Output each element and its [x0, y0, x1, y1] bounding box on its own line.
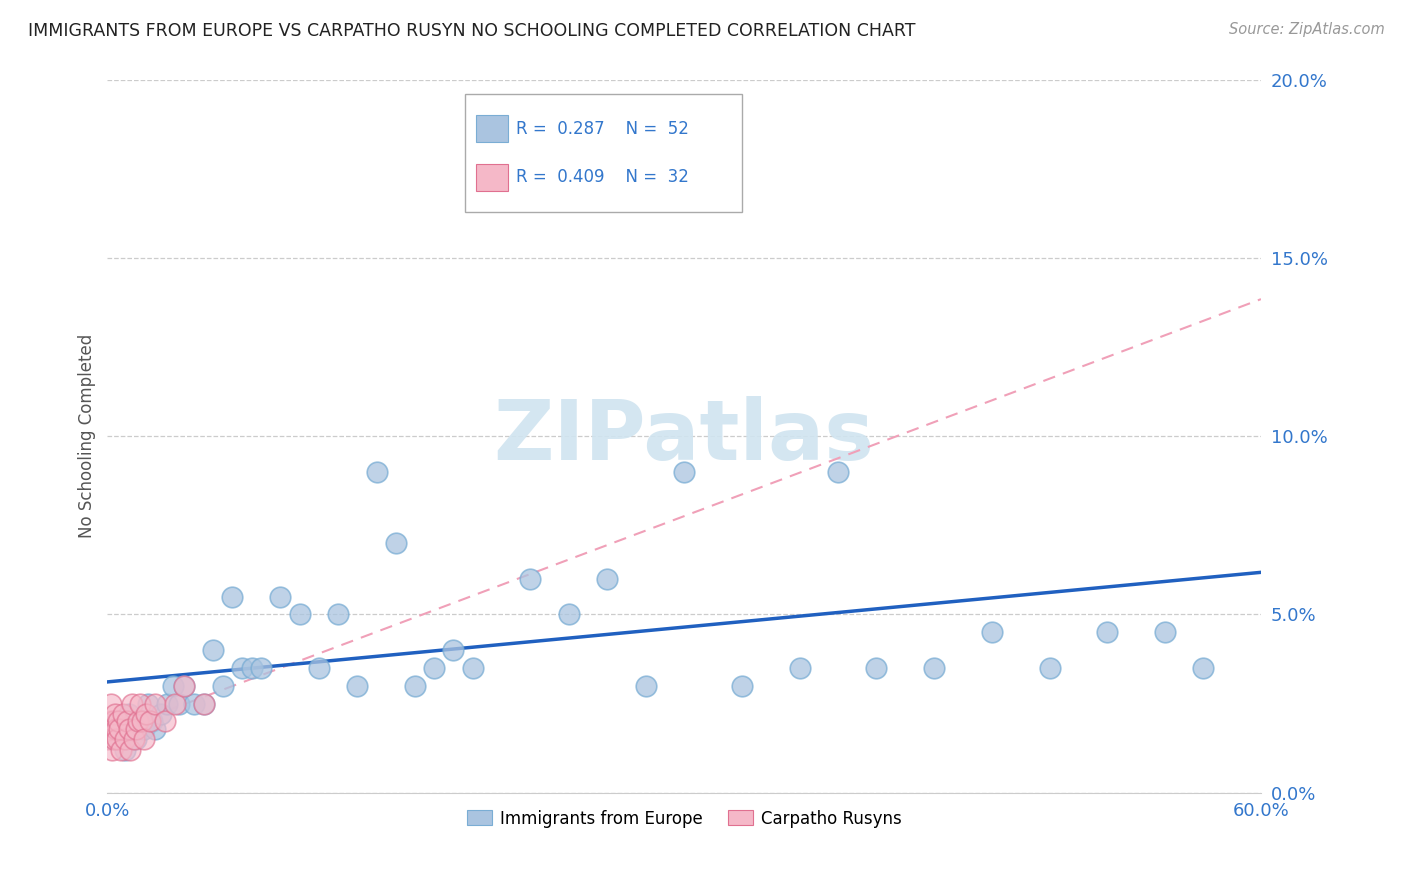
Text: R =  0.409    N =  32: R = 0.409 N = 32 — [516, 169, 689, 186]
Point — [1038, 661, 1060, 675]
Text: Source: ZipAtlas.com: Source: ZipAtlas.com — [1229, 22, 1385, 37]
Point — [731, 679, 754, 693]
Point — [98, 714, 121, 729]
Point — [136, 697, 159, 711]
Point — [100, 697, 122, 711]
Point — [105, 732, 128, 747]
Point — [173, 679, 195, 693]
Point — [129, 714, 152, 729]
Point — [404, 679, 426, 693]
Point — [423, 661, 446, 675]
FancyBboxPatch shape — [465, 95, 742, 211]
Point — [384, 536, 406, 550]
Point — [156, 697, 179, 711]
FancyBboxPatch shape — [477, 115, 508, 143]
Point — [145, 722, 167, 736]
Point — [105, 714, 128, 729]
Point — [132, 732, 155, 747]
Point — [125, 722, 148, 736]
Point — [101, 714, 124, 729]
Point — [558, 607, 581, 622]
Point — [326, 607, 349, 622]
Point — [101, 743, 124, 757]
Point — [107, 714, 129, 729]
Point — [211, 679, 233, 693]
Point — [250, 661, 273, 675]
Point — [162, 679, 184, 693]
Point — [101, 732, 124, 747]
Point — [789, 661, 811, 675]
Point — [922, 661, 945, 675]
Point — [366, 465, 388, 479]
Point — [240, 661, 263, 675]
Point — [117, 707, 139, 722]
Point — [150, 707, 173, 722]
Point — [97, 732, 120, 747]
Point — [288, 607, 311, 622]
FancyBboxPatch shape — [477, 164, 508, 191]
Point — [865, 661, 887, 675]
Point — [104, 707, 127, 722]
Point — [114, 732, 136, 747]
Point — [980, 625, 1002, 640]
Point — [135, 707, 157, 722]
Legend: Immigrants from Europe, Carpatho Rusyns: Immigrants from Europe, Carpatho Rusyns — [460, 803, 908, 834]
Point — [308, 661, 330, 675]
Point — [138, 714, 160, 729]
Text: R =  0.287    N =  52: R = 0.287 N = 52 — [516, 120, 689, 137]
Point — [346, 679, 368, 693]
Point — [153, 714, 176, 729]
Point — [202, 643, 225, 657]
Point — [231, 661, 253, 675]
Point — [443, 643, 465, 657]
Point — [193, 697, 215, 711]
Point — [131, 714, 153, 729]
Point — [1154, 625, 1177, 640]
Point — [461, 661, 484, 675]
Point — [110, 732, 132, 747]
Point — [481, 162, 503, 177]
Point — [634, 679, 657, 693]
Point — [127, 714, 149, 729]
Point — [132, 722, 155, 736]
Point — [167, 697, 190, 711]
Point — [125, 732, 148, 747]
Point — [173, 679, 195, 693]
Text: IMMIGRANTS FROM EUROPE VS CARPATHO RUSYN NO SCHOOLING COMPLETED CORRELATION CHAR: IMMIGRANTS FROM EUROPE VS CARPATHO RUSYN… — [28, 22, 915, 40]
Point — [141, 714, 163, 729]
Point — [519, 572, 541, 586]
Point — [145, 697, 167, 711]
Point — [98, 722, 121, 736]
Point — [121, 697, 143, 711]
Point — [163, 697, 186, 711]
Point — [114, 743, 136, 757]
Point — [121, 722, 143, 736]
Point — [124, 732, 146, 747]
Point — [115, 714, 138, 729]
Point — [117, 722, 139, 736]
Point — [193, 697, 215, 711]
Point — [120, 743, 142, 757]
Point — [221, 590, 243, 604]
Point — [596, 572, 619, 586]
Y-axis label: No Schooling Completed: No Schooling Completed — [79, 334, 96, 539]
Point — [129, 697, 152, 711]
Point — [110, 743, 132, 757]
Point — [269, 590, 291, 604]
Point — [108, 722, 131, 736]
Point — [183, 697, 205, 711]
Point — [111, 707, 134, 722]
Point — [103, 732, 125, 747]
Text: ZIPatlas: ZIPatlas — [494, 396, 875, 477]
Point — [673, 465, 696, 479]
Point — [827, 465, 849, 479]
Point — [105, 722, 128, 736]
Point — [1095, 625, 1118, 640]
Point — [1192, 661, 1215, 675]
